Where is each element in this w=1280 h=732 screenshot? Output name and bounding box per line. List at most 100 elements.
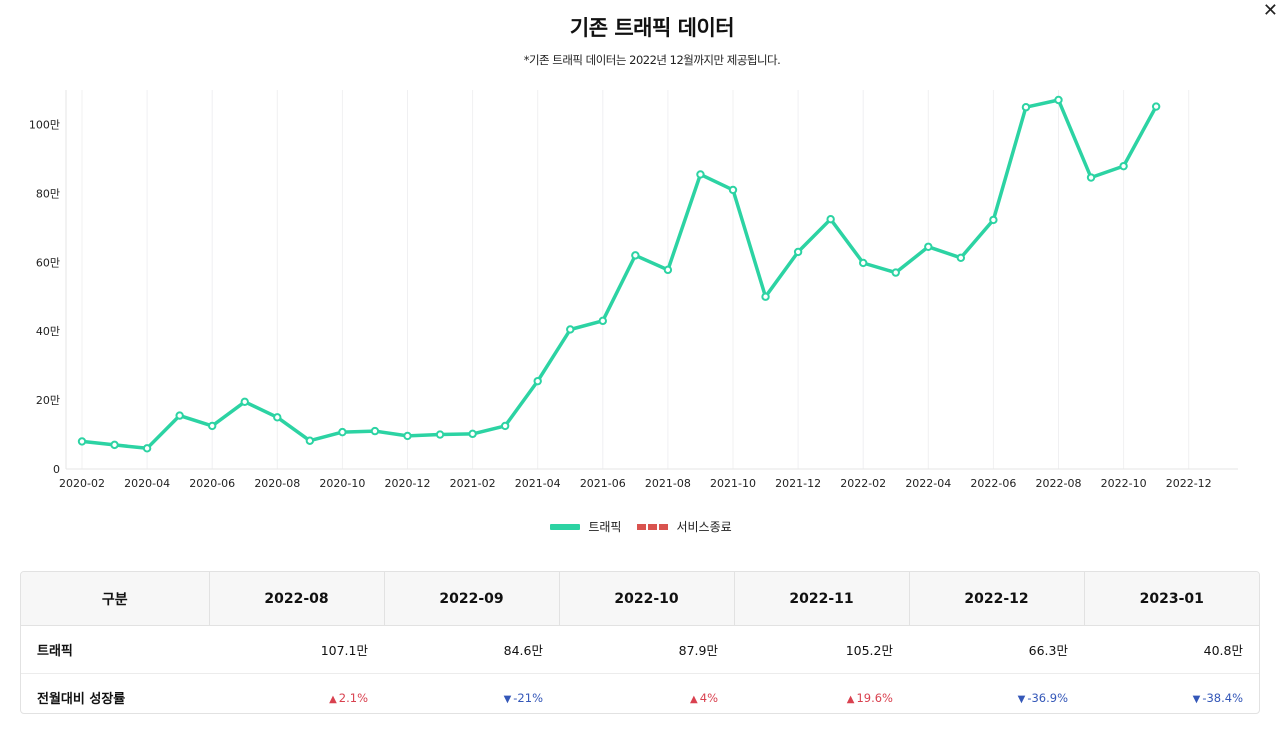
table-header-month: 2022-11 (734, 572, 910, 626)
y-tick-label: 0 (53, 463, 60, 476)
legend-item-traffic[interactable]: 트래픽 (550, 518, 621, 535)
x-tick-label: 2022-08 (1036, 477, 1082, 490)
data-point (338, 427, 347, 437)
page-title: 기존 트래픽 데이터 (569, 16, 735, 40)
data-point (728, 185, 738, 195)
data-point (110, 440, 119, 450)
data-point (859, 258, 868, 268)
y-tick-label: 100만 (29, 118, 60, 131)
row-label-growth: 전월대비 성장률 (37, 692, 126, 707)
x-tick-label: 2021-06 (580, 477, 626, 490)
growth-value: -36.9% (1027, 691, 1068, 705)
data-point (142, 444, 152, 453)
table-row-traffic: 트래픽 107.1만 84.6만 87.9만 105.2만 66.3만 40.8… (21, 625, 1259, 674)
x-tick-label: 2022-02 (840, 477, 886, 490)
growth-value: 4% (699, 691, 718, 705)
x-tick-label: 2020-06 (189, 477, 235, 490)
growth-value: 2.1% (338, 691, 368, 705)
up-arrow-icon: ▲ (329, 694, 337, 705)
growth-value: -38.4% (1202, 691, 1243, 705)
x-tick-label: 2020-08 (254, 477, 300, 490)
legend-label-traffic: 트래픽 (588, 520, 622, 534)
chart-legend: 트래픽 서비스종료 (0, 518, 1280, 535)
table-header-row: 구분 2022-08 2022-09 2022-10 2022-11 2022-… (21, 572, 1259, 626)
data-point (403, 431, 412, 441)
x-tick-label: 2021-10 (710, 477, 756, 490)
table-header-category: 구분 (21, 572, 210, 626)
x-tick-label: 2020-10 (319, 477, 365, 490)
data-point (663, 265, 673, 275)
legend-swatch-traffic (550, 523, 581, 530)
traffic-cell: 107.1만 (209, 625, 384, 674)
data-point (1151, 102, 1161, 111)
x-tick-label: 2022-04 (905, 477, 951, 490)
x-tick-label: 2020-04 (124, 477, 170, 490)
traffic-cell: 84.6만 (384, 625, 559, 674)
traffic-cell: 40.8만 (1084, 625, 1259, 674)
data-point (1086, 173, 1096, 182)
down-arrow-icon: ▼ (1192, 694, 1201, 705)
data-point (435, 430, 445, 439)
data-point (566, 325, 575, 334)
legend-label-service-end: 서비스종료 (676, 520, 732, 534)
x-tick-label: 2022-10 (1101, 477, 1147, 490)
data-point (305, 436, 315, 445)
traffic-cell: 105.2만 (734, 625, 909, 674)
table-header-month: 2022-08 (209, 572, 385, 626)
data-point (1021, 103, 1031, 112)
close-icon: ✕ (1262, 0, 1278, 21)
data-point (208, 421, 217, 431)
table-header-month: 2023-01 (1084, 572, 1259, 626)
growth-value: 19.6% (856, 691, 893, 705)
data-point (924, 242, 933, 251)
series-line-traffic (80, 98, 1158, 451)
close-button[interactable]: ✕ (1263, 0, 1278, 22)
legend-item-service-end[interactable]: 서비스종료 (637, 518, 732, 535)
data-point (1119, 161, 1128, 171)
traffic-cell: 87.9만 (559, 625, 734, 674)
legend-swatch-service-end (637, 523, 669, 530)
data-point (370, 426, 380, 436)
x-tick-label: 2022-12 (1166, 477, 1212, 490)
data-point (956, 253, 966, 262)
growth-cell: ▼ -21% (384, 674, 559, 714)
data-point (533, 376, 542, 386)
data-point (175, 411, 184, 420)
growth-cell: ▼ -38.4% (1084, 674, 1259, 714)
traffic-line-chart: 0 20만 40만 60만 80만 100만 2020-02 2020-04 2020-06 20… (29, 90, 1238, 490)
up-arrow-icon: ▲ (846, 694, 855, 705)
down-arrow-icon: ▼ (1017, 694, 1026, 705)
x-tick-label: 2021-08 (645, 477, 691, 490)
data-point (77, 437, 87, 446)
table-header-month: 2022-12 (909, 572, 1085, 626)
page-subtitle: *기존 트래픽 데이터는 2022년 12월까지만 제공됩니다. (523, 53, 781, 67)
table-header-month: 2022-10 (559, 572, 735, 626)
data-point (273, 413, 282, 422)
growth-cell: ▲ 19.6% (734, 674, 909, 714)
down-arrow-icon: ▼ (503, 694, 512, 705)
data-point (696, 170, 705, 179)
x-tick-label: 2021-02 (450, 477, 496, 490)
data-point (793, 247, 803, 257)
table-row-growth: 전월대비 성장률 ▲ 2.1% ▼ -21% ▲ 4% ▲ 19.6% ▼ -36.9% … (21, 674, 1259, 714)
data-point (240, 397, 249, 407)
data-point (761, 292, 770, 301)
y-tick-label: 40만 (36, 325, 60, 338)
x-tick-label: 2022-06 (970, 477, 1016, 490)
y-tick-label: 80만 (36, 187, 60, 200)
up-arrow-icon: ▲ (690, 694, 698, 705)
data-point (1054, 95, 1063, 105)
traffic-table: 구분 2022-08 2022-09 2022-10 2022-11 2022-… (20, 571, 1260, 714)
data-point (598, 316, 607, 326)
growth-value: -21% (513, 691, 543, 705)
x-tick-label: 2021-04 (515, 477, 561, 490)
y-tick-label: 60만 (36, 256, 60, 269)
data-point (500, 421, 510, 431)
data-point (468, 429, 477, 439)
x-tick-label: 2020-12 (385, 477, 431, 490)
table-header-month: 2022-09 (384, 572, 560, 626)
x-tick-label: 2021-12 (775, 477, 821, 490)
traffic-cell: 66.3만 (909, 625, 1084, 674)
row-label-traffic: 트래픽 (21, 625, 209, 674)
x-tick-label: 2020-02 (59, 477, 105, 490)
